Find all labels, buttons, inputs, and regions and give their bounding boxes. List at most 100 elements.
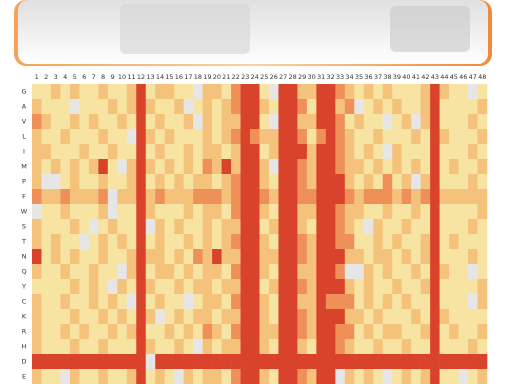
heat-cell (458, 324, 469, 340)
heat-cell (344, 234, 355, 250)
heat-cell (287, 264, 298, 280)
heat-cell (221, 144, 232, 160)
heat-cell (392, 354, 402, 370)
heat-cell (411, 339, 421, 355)
heat-cell (98, 324, 109, 340)
heat-cell (136, 114, 147, 130)
heat-cell (221, 84, 232, 100)
heat-cell (382, 279, 393, 295)
heat-cell (259, 114, 270, 130)
heat-cell (136, 324, 147, 340)
x-tick-label: 16 (175, 73, 183, 81)
heat-cell (145, 144, 156, 160)
heat-cell (458, 114, 469, 130)
heat-cell (411, 294, 421, 310)
heat-cell (145, 99, 156, 115)
heat-cell (344, 279, 355, 295)
heat-cell (430, 144, 440, 160)
heat-cell (411, 144, 421, 160)
heat-cell (392, 144, 402, 160)
x-tick-label: 36 (364, 73, 372, 81)
heat-cell (449, 159, 459, 175)
heat-cell (212, 144, 222, 160)
heat-cell (335, 159, 346, 175)
heat-cell (458, 264, 469, 280)
heat-cell (107, 144, 118, 160)
heat-cell (250, 144, 260, 160)
heat-cell (297, 294, 308, 310)
x-tick-label: 20 (213, 73, 221, 81)
heat-cell (458, 354, 469, 370)
heat-cell (306, 249, 317, 265)
heat-cell (183, 114, 194, 130)
heat-cell (174, 369, 184, 384)
heat-cell (335, 204, 346, 220)
heat-cell (240, 339, 251, 355)
heat-cell (420, 294, 431, 310)
heat-cell (50, 324, 61, 340)
heat-cell (363, 279, 374, 295)
heat-cell (88, 144, 99, 160)
heat-cell (268, 174, 279, 190)
heat-cell (88, 159, 99, 175)
heat-cell (250, 294, 260, 310)
heat-cell (240, 354, 251, 370)
heat-cell (107, 234, 118, 250)
heat-cell (98, 159, 109, 175)
x-tick-label: 33 (336, 73, 344, 81)
heat-cell (411, 174, 421, 190)
heat-cell (69, 309, 80, 325)
heat-cell (439, 354, 450, 370)
heat-cell (193, 174, 203, 190)
heat-cell (202, 354, 213, 370)
heat-cell (41, 174, 52, 190)
heat-cell (155, 174, 166, 190)
heat-cell (155, 294, 166, 310)
heat-cell (231, 84, 241, 100)
x-tick-label: 42 (421, 73, 429, 81)
heat-cell (60, 339, 71, 355)
heat-cell (183, 249, 194, 265)
heat-cell (212, 84, 222, 100)
heat-cell (221, 234, 232, 250)
heat-cell (41, 114, 52, 130)
heat-cell (287, 354, 298, 370)
heat-cell (297, 324, 308, 340)
heat-cell (325, 129, 336, 145)
heat-cell (335, 294, 346, 310)
heat-cell (32, 84, 42, 100)
heat-cell (193, 249, 203, 265)
heat-cell (107, 264, 118, 280)
heat-cell (316, 249, 327, 265)
heat-cell (401, 369, 412, 384)
heat-cell (136, 204, 147, 220)
heat-cell (145, 309, 156, 325)
heat-cell (174, 264, 184, 280)
heat-cell (344, 264, 355, 280)
heat-cell (382, 249, 393, 265)
x-tick-label: 38 (383, 73, 391, 81)
heat-cell (155, 264, 166, 280)
heat-cell (316, 144, 327, 160)
heat-cell (98, 204, 109, 220)
heat-cell (202, 369, 213, 384)
heat-cell (325, 174, 336, 190)
heat-cell (316, 324, 327, 340)
heat-cell (259, 249, 270, 265)
heat-cell (231, 309, 241, 325)
heat-cell (79, 249, 90, 265)
heat-cell (392, 219, 402, 235)
heat-cell (268, 264, 279, 280)
heat-cell (32, 339, 42, 355)
heat-cell (278, 324, 289, 340)
heat-cell (430, 369, 440, 384)
heat-cell (145, 189, 156, 205)
heat-cell (363, 369, 374, 384)
heat-cell (221, 204, 232, 220)
heat-cell (126, 294, 137, 310)
heat-cell (278, 204, 289, 220)
x-tick-label: 12 (137, 73, 145, 81)
heat-cell (88, 339, 99, 355)
heat-cell (401, 174, 412, 190)
heat-cell (335, 324, 346, 340)
